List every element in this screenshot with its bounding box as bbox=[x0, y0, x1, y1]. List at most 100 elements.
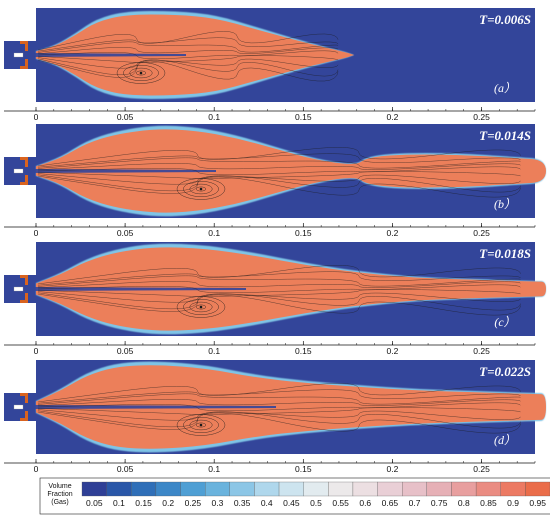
panel-tag: (c） bbox=[494, 315, 515, 329]
legend-swatch bbox=[352, 481, 378, 497]
legend-level-label: 0.5 bbox=[310, 498, 322, 508]
nozzle-lip-bottom bbox=[20, 300, 28, 303]
x-tick-label: 0.05 bbox=[117, 112, 134, 122]
vortex-core bbox=[199, 305, 203, 309]
streamline bbox=[37, 174, 521, 193]
streamline bbox=[37, 55, 339, 63]
vortex-core bbox=[199, 423, 203, 427]
nozzle bbox=[20, 41, 28, 69]
x-tick-label: 0.25 bbox=[473, 228, 490, 238]
streamline bbox=[37, 275, 521, 287]
streamline bbox=[37, 50, 339, 60]
legend-level-label: 0.15 bbox=[135, 498, 152, 508]
vortex-core bbox=[139, 71, 143, 75]
panel-a: T=0.006S (a） 0 0.05 0.1 0.15 0.2 0.25 bbox=[4, 8, 536, 122]
streamlines bbox=[37, 31, 339, 82]
legend-swatch bbox=[205, 481, 230, 497]
streamline bbox=[37, 58, 339, 77]
x-tick-label: 0.05 bbox=[117, 228, 134, 238]
streamline bbox=[37, 407, 521, 415]
vortex-streamline bbox=[116, 62, 166, 84]
vortex-streamline bbox=[189, 183, 213, 195]
inlet-marker bbox=[13, 168, 24, 174]
vortex-streamline bbox=[129, 67, 153, 79]
legend-swatch bbox=[180, 481, 206, 497]
x-tick-label: 0.1 bbox=[208, 346, 220, 356]
streamline bbox=[37, 265, 521, 285]
legend-level-label: 0.55 bbox=[332, 498, 349, 508]
legend-title-line: Volume bbox=[48, 483, 71, 490]
panel-tag: (b） bbox=[494, 197, 516, 211]
x-tick-label: 0.25 bbox=[473, 346, 490, 356]
streamline bbox=[37, 410, 521, 429]
vortex-streamline bbox=[123, 65, 159, 81]
legend-level-label: 0.25 bbox=[185, 498, 202, 508]
gas-plume bbox=[36, 365, 546, 449]
nozzle-lip-top bbox=[20, 275, 28, 278]
x-tick-label: 0.1 bbox=[208, 464, 220, 474]
streamline bbox=[37, 57, 339, 69]
vortex-streamline bbox=[183, 181, 219, 197]
nozzle-wall-top bbox=[25, 275, 28, 285]
vortex-core bbox=[199, 187, 203, 191]
chamber-wall-top bbox=[4, 360, 36, 393]
streamline bbox=[37, 31, 339, 51]
legend-swatch bbox=[81, 481, 107, 497]
legend-swatch bbox=[229, 481, 255, 497]
vortex-streamline bbox=[176, 296, 226, 318]
nozzle-lip-top bbox=[20, 41, 28, 44]
chamber-wall-bottom bbox=[4, 421, 36, 454]
x-tick-label: 0.2 bbox=[387, 346, 399, 356]
streamline bbox=[37, 393, 521, 405]
x-tick-label: 0.15 bbox=[295, 464, 312, 474]
streamline bbox=[37, 175, 521, 198]
panel-time-label: T=0.022S bbox=[479, 364, 531, 379]
vortex-streamline bbox=[183, 299, 219, 315]
streamline bbox=[37, 171, 521, 179]
legend-level-label: 0.85 bbox=[480, 498, 497, 508]
x-tick-label: 0.1 bbox=[208, 228, 220, 238]
panel-tag: (d） bbox=[494, 433, 516, 447]
x-tick-label: 0 bbox=[34, 346, 39, 356]
chamber-wall-bottom bbox=[4, 303, 36, 336]
legend-level-label: 0.2 bbox=[162, 498, 174, 508]
x-tick-label: 0.05 bbox=[117, 346, 134, 356]
chamber-wall-bottom bbox=[4, 185, 36, 218]
streamline bbox=[37, 37, 339, 52]
nozzle-wall-bottom bbox=[25, 59, 28, 69]
nozzle-lip-top bbox=[20, 157, 28, 160]
legend-level-label: 0.65 bbox=[382, 498, 399, 508]
chamber-wall-top bbox=[4, 242, 36, 275]
x-tick-label: 0.15 bbox=[295, 346, 312, 356]
nozzle-lip-top bbox=[20, 393, 28, 396]
inlet-marker bbox=[13, 404, 24, 410]
x-axis: 0 0.05 0.1 0.15 0.2 0.25 bbox=[4, 223, 536, 238]
legend-swatch bbox=[328, 481, 354, 497]
chamber-wall-top bbox=[4, 124, 36, 157]
panel-time-label: T=0.006S bbox=[479, 12, 531, 27]
legend-level-label: 0.7 bbox=[409, 498, 421, 508]
streamline bbox=[37, 147, 521, 167]
streamline bbox=[37, 271, 521, 286]
vortex-streamline bbox=[195, 304, 206, 310]
vortex-streamline bbox=[189, 301, 213, 313]
x-axis: 0 0.05 0.1 0.15 0.2 0.25 bbox=[4, 459, 536, 474]
inlet-marker bbox=[13, 286, 24, 292]
streamlines bbox=[37, 147, 521, 198]
streamline bbox=[37, 153, 521, 168]
x-axis: 0 0.05 0.1 0.15 0.2 0.25 bbox=[4, 107, 536, 122]
streamline bbox=[37, 292, 521, 311]
streamline bbox=[37, 41, 339, 53]
nozzle-wall-bottom bbox=[25, 411, 28, 421]
nozzle-wall-bottom bbox=[25, 293, 28, 303]
nozzle-wall-bottom bbox=[25, 175, 28, 185]
legend-level-label: 0.9 bbox=[507, 498, 519, 508]
vortex-streamline bbox=[176, 178, 226, 200]
vortex-streamline bbox=[183, 417, 219, 433]
nozzle-wall-top bbox=[25, 41, 28, 51]
x-tick-label: 0 bbox=[34, 112, 39, 122]
streamline bbox=[37, 281, 521, 288]
panel-b: T=0.014S (b） 0 0.05 0.1 0.15 0.2 0.25 bbox=[4, 124, 546, 238]
streamline bbox=[37, 47, 339, 54]
